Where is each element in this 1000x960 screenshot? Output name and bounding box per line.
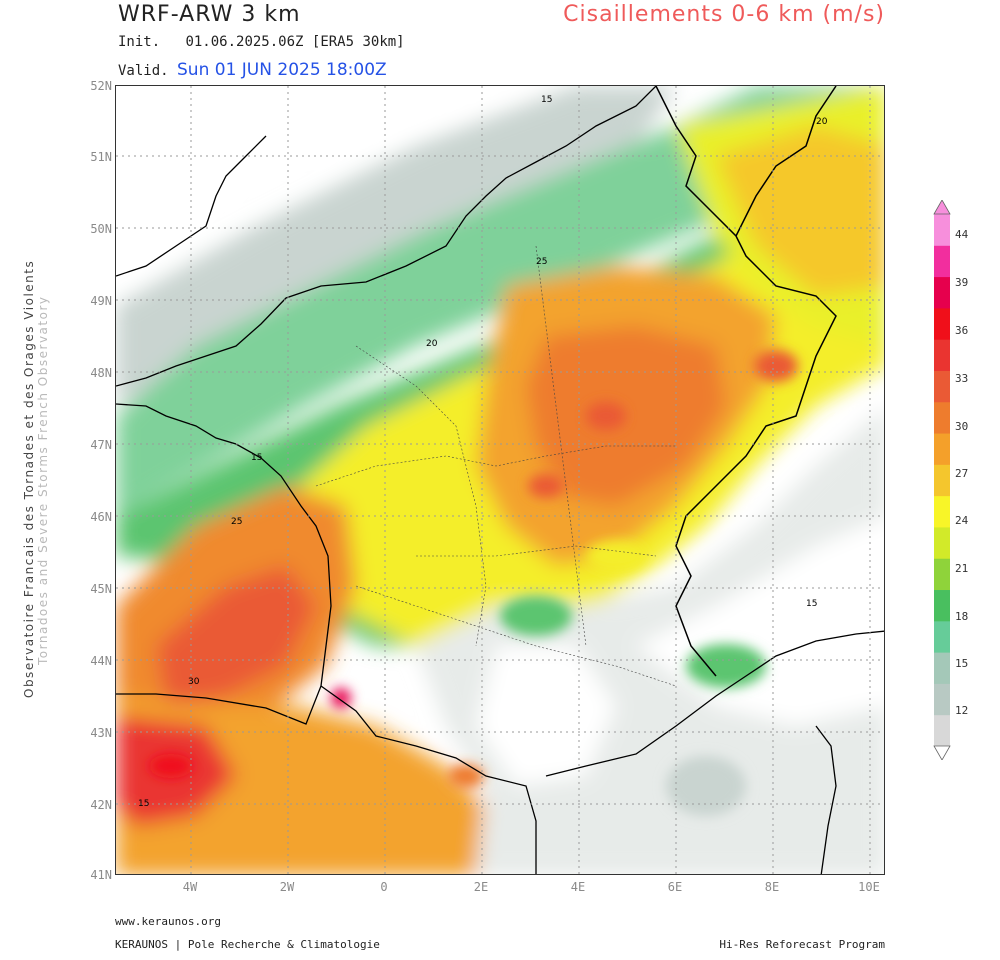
colorbar-tick-12: 12 [955,704,969,717]
colorbar-segment [934,495,950,528]
colorbar-tick-36: 36 [955,324,969,337]
init-line: Init. 01.06.2025.06Z [ERA5 30km] [118,34,405,50]
lon-label-8e: 8E [764,880,780,894]
observatory-fr-label: Observatoire Francais des Tornades et de… [22,259,36,698]
lon-label-6e: 6E [667,880,683,894]
colorbar-tick-39: 39 [955,276,969,289]
contour-label-15-sw: 15 [138,799,149,809]
colorbar-segment [934,558,950,591]
colorbar-segment [934,339,950,371]
lat-label-47n: 47N [90,438,112,452]
colorbar-segment [934,714,950,747]
colorbar-segment [934,620,950,653]
graticule [116,86,884,874]
colorbar-segment [934,464,950,497]
contour-label-15: 15 [541,95,552,105]
contour-label-15-se: 15 [806,599,817,609]
colorbar-segment [934,526,950,559]
colorbar-tick-27: 27 [955,467,969,480]
shear-map: 15 15 20 20 25 25 30 15 15 [115,85,885,875]
shear-detail [149,350,798,816]
regional-borders [315,245,677,687]
colorbar-tick-21: 21 [955,562,969,575]
colorbar-segment [934,433,950,465]
colorbar-segment [934,652,950,684]
colorbar-bottom-arrow [933,745,951,760]
lat-label-50n: 50N [90,222,112,236]
contour-label-25-west: 25 [231,517,242,527]
valid-date: Sun 01 JUN 2025 18:00Z [177,60,387,80]
colorbar-segment [934,370,950,403]
colorbar-segment [934,276,950,309]
init-prefix: Init. [118,34,161,50]
valid-prefix: Valid. [118,63,169,79]
organization-label: KERAUNOS | Pole Recherche & Climatologie [115,938,380,951]
lon-label-10e: 10E [858,880,880,894]
lat-label-46n: 46N [90,510,112,524]
lon-label-2e: 2E [473,880,489,894]
contour-label-15-west: 15 [251,453,262,463]
coastlines [116,86,884,874]
shear-map-canvas: 15 15 20 20 25 25 30 15 15 [116,86,884,874]
shear-field [116,86,884,874]
colorbar-segment [934,683,950,716]
lat-label-49n: 49N [90,294,112,308]
contour-label-20-center: 20 [426,339,438,349]
lat-label-52n: 52N [90,79,112,93]
lat-label-51n: 51N [90,150,112,164]
lat-label-45n: 45N [90,582,112,596]
init-value: 01.06.2025.06Z [ERA5 30km] [185,34,405,50]
colorbar-segment [934,214,950,246]
model-title: WRF-ARW 3 km [118,2,301,27]
colorbar-tick-44: 44 [955,228,969,241]
parameter-title: Cisaillements 0-6 km (m/s) [563,2,885,27]
lon-label-4w: 4W [182,880,198,894]
lon-label-0: 0 [380,880,388,894]
colorbar-tick-15: 15 [955,657,969,670]
lat-label-42n: 42N [90,798,112,812]
contour-label-30: 30 [188,677,200,687]
website-link[interactable]: www.keraunos.org [115,915,221,928]
lat-label-41n: 41N [90,868,112,882]
colorbar-tick-18: 18 [955,610,969,623]
colorbar-tick-33: 33 [955,372,969,385]
colorbar-segments [934,214,950,747]
contour-label-20: 20 [816,117,828,127]
national-borders [655,86,837,677]
colorbar [933,200,951,760]
lat-label-48n: 48N [90,366,112,380]
colorbar-tick-30: 30 [955,420,969,433]
colorbar-segment [934,589,950,622]
observatory-en-label: Tornadoes and Severe Storms French Obser… [36,295,50,665]
contour-label-25: 25 [536,257,547,267]
valid-line: Valid. Sun 01 JUN 2025 18:00Z [118,60,387,80]
colorbar-tick-24: 24 [955,514,969,527]
lon-label-2w: 2W [279,880,295,894]
colorbar-top-arrow [933,200,951,215]
colorbar-segment [934,307,950,340]
lon-label-4e: 4E [570,880,586,894]
colorbar-segment [934,245,950,278]
lat-label-44n: 44N [90,654,112,668]
colorbar-segment [934,401,950,434]
contour-labels: 15 15 20 20 25 25 30 15 15 [138,95,828,809]
lat-label-43n: 43N [90,726,112,740]
program-label: Hi-Res Reforecast Program [719,938,885,951]
